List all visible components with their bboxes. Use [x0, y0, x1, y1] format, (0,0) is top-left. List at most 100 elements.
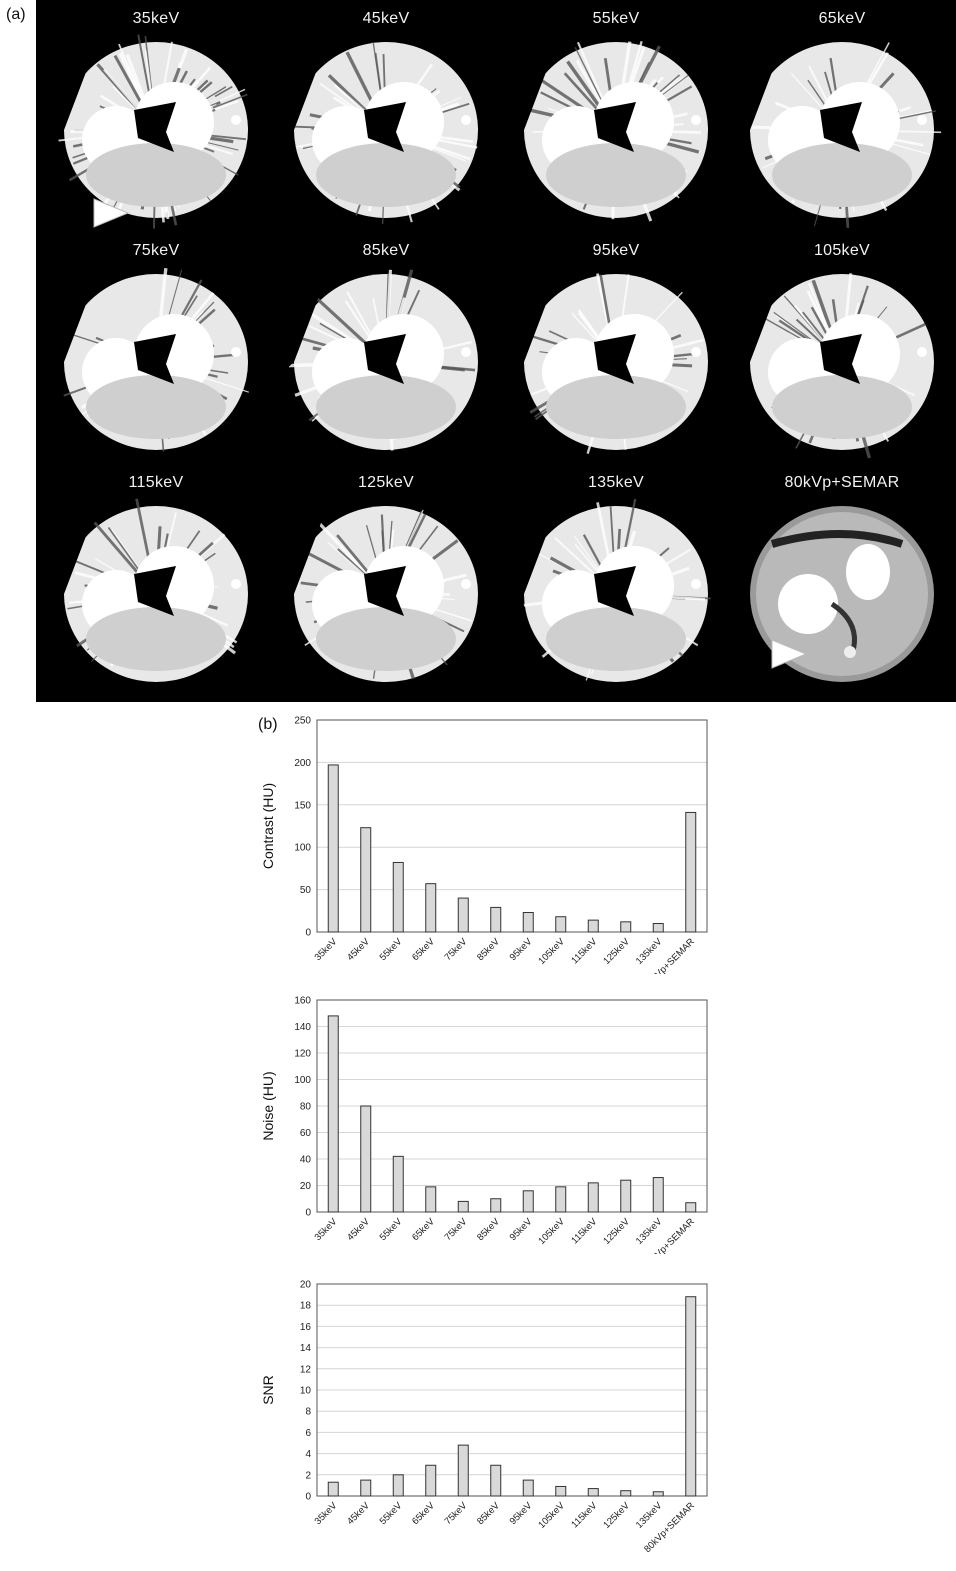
bone-region [846, 544, 890, 600]
x-tick-label: 95keV [508, 1216, 535, 1243]
ct-scan-image [728, 30, 956, 230]
y-tick-label: 40 [300, 1155, 312, 1166]
soft-tissue [316, 607, 456, 671]
y-tick-label: 0 [305, 928, 311, 939]
ct-image-label: 45keV [272, 10, 500, 28]
small-vessel [691, 347, 701, 357]
x-tick-label: 35keV [313, 936, 340, 963]
ct-image-label: 80kVp+SEMAR [728, 474, 956, 492]
bar [458, 1201, 468, 1212]
ct-image-cell: 115keV [42, 464, 270, 696]
soft-tissue [546, 375, 686, 439]
x-tick-label: 65keV [410, 1500, 437, 1527]
y-tick-label: 50 [300, 885, 312, 896]
bar [328, 1482, 338, 1496]
ct-image-cell: 45keV [272, 0, 500, 232]
small-vessel [691, 115, 701, 125]
y-tick-label: 8 [305, 1407, 311, 1418]
y-tick-label: 60 [300, 1128, 312, 1139]
ct-image-label: 105keV [728, 242, 956, 260]
ct-scan-image [728, 262, 956, 462]
ct-image-label: 85keV [272, 242, 500, 260]
bar [686, 1203, 696, 1212]
x-tick-label: 55keV [378, 1500, 405, 1527]
x-tick-label: 115keV [569, 936, 600, 967]
bar [393, 862, 403, 932]
panel-a-label: (a) [6, 6, 26, 24]
bar [458, 1445, 468, 1496]
y-tick-label: 20 [300, 1280, 312, 1291]
ct-image-label: 55keV [502, 10, 730, 28]
x-tick-label: 45keV [345, 1500, 372, 1527]
x-tick-label: 135keV [634, 936, 665, 967]
x-tick-label: 105keV [536, 936, 567, 967]
y-tick-label: 16 [300, 1322, 312, 1333]
bar [588, 920, 598, 932]
small-vessel [691, 579, 701, 589]
bar [361, 1480, 371, 1496]
x-tick-label: 95keV [508, 1500, 535, 1527]
y-axis-label: SNR [260, 1375, 276, 1405]
x-tick-label: 35keV [313, 1500, 340, 1527]
bar [686, 1297, 696, 1496]
bone-region [778, 574, 838, 634]
x-tick-label: 135keV [634, 1216, 665, 1247]
soft-tissue [772, 375, 912, 439]
bar [523, 1480, 533, 1496]
y-tick-label: 0 [305, 1208, 311, 1219]
small-vessel [917, 347, 927, 357]
bar [523, 1191, 533, 1212]
bar [393, 1156, 403, 1212]
plot-frame [317, 720, 707, 932]
bar [491, 1199, 501, 1212]
ct-image-label: 75keV [42, 242, 270, 260]
ct-scan-image [42, 494, 270, 694]
y-tick-label: 120 [294, 1049, 311, 1060]
small-vessel [231, 347, 241, 357]
bar [556, 917, 566, 932]
y-tick-label: 80 [300, 1102, 312, 1113]
y-tick-label: 6 [305, 1428, 311, 1439]
x-tick-label: 135keV [634, 1500, 665, 1531]
ct-image-cell: 35keV [42, 0, 270, 232]
y-tick-label: 150 [294, 800, 311, 811]
ct-image-cell: 55keV [502, 0, 730, 232]
soft-tissue [546, 607, 686, 671]
soft-tissue [86, 375, 226, 439]
y-tick-label: 200 [294, 758, 311, 769]
y-tick-label: 12 [300, 1364, 312, 1375]
ct-scan-image [272, 262, 500, 462]
ct-image-cell: 135keV [502, 464, 730, 696]
x-tick-label: 125keV [601, 1500, 632, 1531]
ct-scan-image [502, 30, 730, 230]
soft-tissue [772, 143, 912, 207]
bar [361, 828, 371, 932]
ct-image-label: 125keV [272, 474, 500, 492]
ct-image-cell: 80kVp+SEMAR [728, 464, 956, 696]
x-tick-label: 75keV [443, 936, 470, 963]
x-tick-label: 105keV [536, 1500, 567, 1531]
ct-image-cell: 65keV [728, 0, 956, 232]
ct-image-cell: 125keV [272, 464, 500, 696]
bar [328, 765, 338, 932]
x-tick-label: 125keV [601, 1216, 632, 1247]
x-tick-label: 65keV [410, 1216, 437, 1243]
small-vessel [231, 115, 241, 125]
ct-image-label: 95keV [502, 242, 730, 260]
bar [393, 1475, 403, 1496]
x-tick-label: 105keV [536, 1216, 567, 1247]
small-vessel [231, 579, 241, 589]
bar [588, 1183, 598, 1212]
bar [491, 1465, 501, 1496]
y-tick-label: 100 [294, 1075, 311, 1086]
x-tick-label: 55keV [378, 1216, 405, 1243]
x-tick-label: 85keV [475, 1500, 502, 1527]
x-tick-label: 115keV [569, 1500, 600, 1531]
ct-scan-image [42, 262, 270, 462]
bar [426, 1187, 436, 1212]
y-tick-label: 140 [294, 1022, 311, 1033]
bar [621, 922, 631, 932]
